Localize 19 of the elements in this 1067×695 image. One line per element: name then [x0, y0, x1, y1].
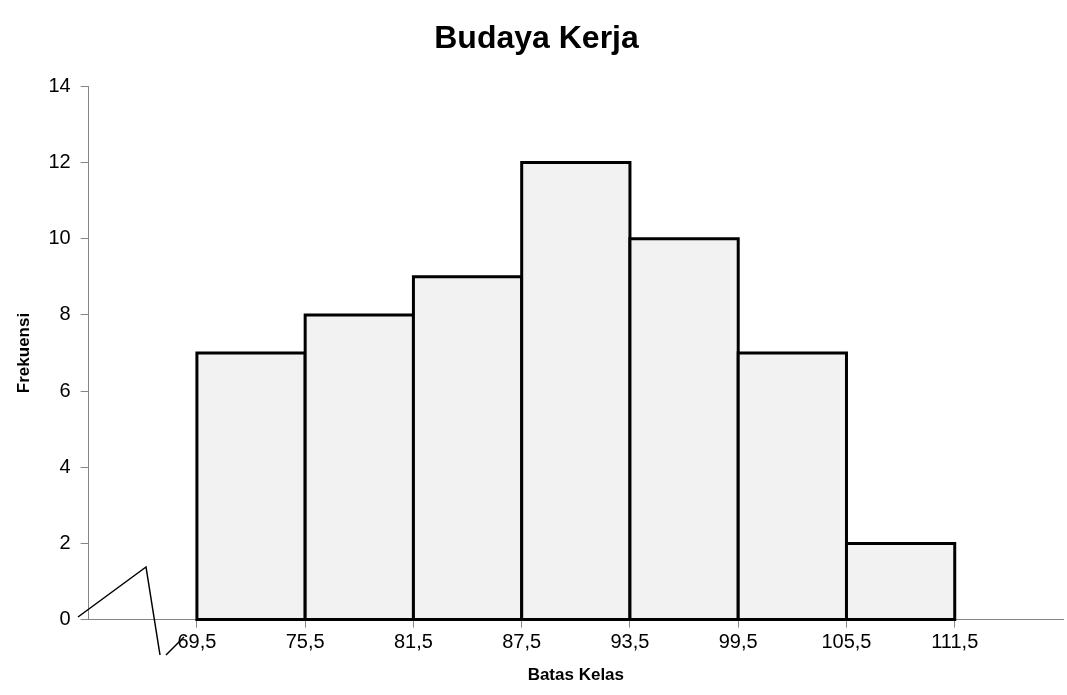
- x-tick-label: 81,5: [393, 630, 433, 653]
- y-tick-label: 8: [59, 302, 71, 325]
- y-tick-label: 2: [59, 530, 71, 553]
- x-axis-title: Batas Kelas: [527, 665, 625, 685]
- y-tick-label: 14: [48, 73, 71, 96]
- x-tick-label: 111,5: [931, 630, 979, 653]
- chart-title: Budaya Kerja: [434, 19, 639, 56]
- y-tick-label: 12: [48, 150, 71, 173]
- x-tick-label: 99,5: [718, 630, 758, 653]
- y-tick-label: 6: [59, 378, 71, 401]
- y-tick-label: 0: [59, 607, 71, 630]
- x-tick-label: 93,5: [610, 630, 650, 653]
- y-tick-label: 10: [48, 226, 71, 249]
- x-tick-label: 75,5: [285, 630, 325, 653]
- y-axis-title: Frekuensi: [13, 312, 33, 394]
- x-tick-label: 105,5: [821, 630, 872, 653]
- x-tick-label: 69,5: [177, 630, 217, 653]
- y-tick-label: 4: [59, 454, 71, 477]
- x-tick-label: 87,5: [502, 630, 542, 653]
